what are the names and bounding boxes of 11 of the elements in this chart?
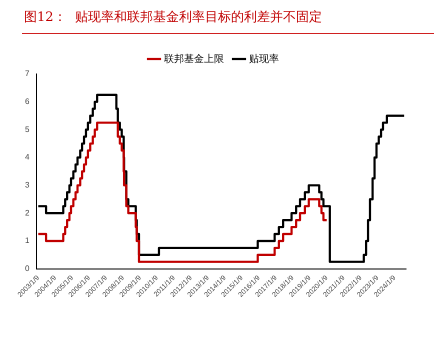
y-tick-label: 2	[24, 208, 30, 218]
y-tick-label: 4	[24, 152, 30, 162]
legend-label: 贴现率	[249, 52, 279, 65]
y-tick-label: 5	[24, 124, 30, 134]
legend-label: 联邦基金上限	[164, 52, 224, 65]
y-tick-label: 6	[24, 97, 30, 106]
y-tick-label: 1	[24, 236, 30, 246]
y-tick-label: 7	[24, 69, 30, 78]
y-tick-label: 3	[24, 180, 30, 190]
y-tick-label: 0	[24, 264, 30, 273]
chart-title: 图12： 贴现率和联邦基金利率目标的利差并不固定	[24, 9, 322, 26]
